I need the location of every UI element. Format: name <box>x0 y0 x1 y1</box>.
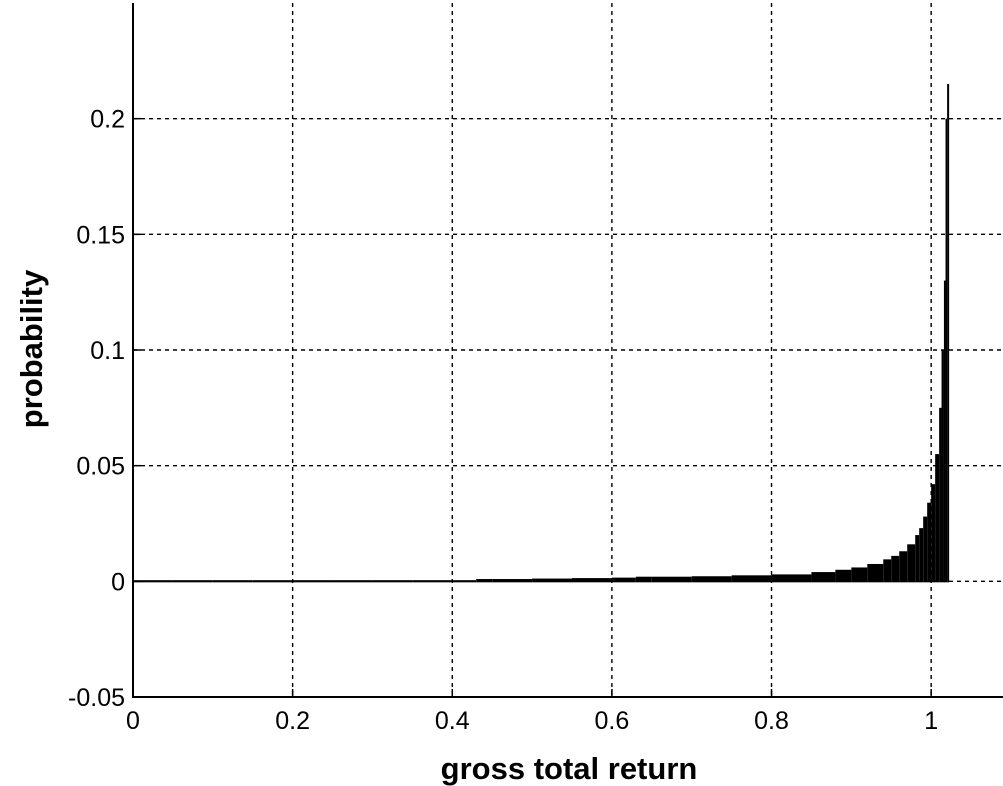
y-tick-label: 0.2 <box>90 106 125 134</box>
histogram-bar <box>611 577 636 583</box>
y-tick-label: 0 <box>111 568 125 596</box>
histogram-bar <box>771 574 812 583</box>
histogram-bar <box>943 280 946 583</box>
y-axis-title: probability <box>14 269 49 428</box>
histogram-bar <box>941 350 944 583</box>
histogram-bar <box>907 544 916 583</box>
histogram-bar <box>939 407 942 583</box>
y-tick-label: 0.05 <box>76 453 125 481</box>
histogram-bar <box>891 555 900 583</box>
histogram-bar <box>883 559 892 583</box>
x-axis-title: gross total return <box>441 751 698 786</box>
x-tick-label: 0.6 <box>595 707 630 735</box>
y-tick-label: -0.05 <box>68 684 125 712</box>
x-tick-label: 0 <box>126 707 140 735</box>
histogram-bar <box>945 118 948 583</box>
histogram-bar <box>931 484 936 583</box>
y-tick-label: 0.1 <box>90 337 125 365</box>
histogram-bar <box>571 578 612 583</box>
histogram-bar <box>691 576 732 583</box>
histogram-bar <box>372 580 413 583</box>
histogram-bar <box>332 580 373 583</box>
histogram-bar <box>811 572 836 583</box>
histogram-bar <box>292 580 333 583</box>
histogram-bar <box>412 580 453 583</box>
histogram-bar <box>915 535 920 583</box>
histogram-bar <box>947 83 950 583</box>
histogram-bar <box>731 575 772 583</box>
x-tick-label: 0.2 <box>275 707 310 735</box>
grid <box>133 3 1003 697</box>
histogram-bar <box>923 516 928 583</box>
x-tick-label: 0.4 <box>435 707 470 735</box>
x-tick-label: 1 <box>924 707 938 735</box>
histogram-bar <box>867 563 884 583</box>
histogram-bar <box>476 579 493 583</box>
x-tick-label: 0.8 <box>754 707 789 735</box>
histogram-bar <box>172 580 213 583</box>
axes <box>132 3 1003 698</box>
histogram-bar <box>899 551 908 583</box>
histogram-bar <box>635 576 652 583</box>
histogram-bar <box>252 580 293 583</box>
histogram-bar <box>851 567 868 583</box>
histogram-bar <box>133 580 173 583</box>
histogram-bar <box>651 576 692 583</box>
histogram-bar <box>835 569 852 583</box>
histogram-bar <box>452 580 477 583</box>
histogram-bar <box>212 580 253 583</box>
histogram-bar <box>935 454 940 583</box>
y-tick-label: 0.15 <box>76 221 125 249</box>
histogram-bar <box>532 578 572 583</box>
histogram-bar <box>919 528 924 583</box>
histogram-bar <box>492 579 533 583</box>
histogram-bars <box>133 83 950 583</box>
histogram-bar <box>927 502 932 583</box>
